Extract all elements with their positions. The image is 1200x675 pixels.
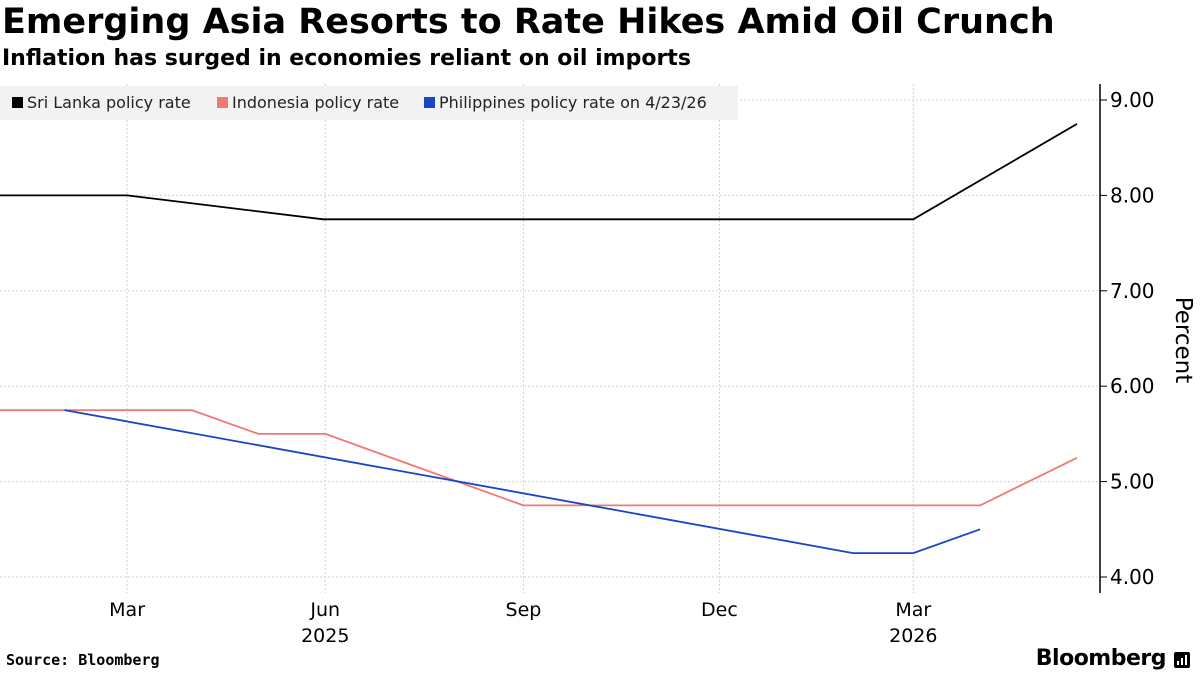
legend-label: Philippines policy rate on 4/23/26 bbox=[439, 93, 707, 112]
bloomberg-terminal-icon bbox=[1174, 652, 1190, 668]
chart-title: Emerging Asia Resorts to Rate Hikes Amid… bbox=[2, 2, 1055, 42]
legend-label: Sri Lanka policy rate bbox=[27, 93, 191, 112]
y-axis-label: Percent bbox=[1170, 297, 1196, 384]
y-tick-label: 7.00 bbox=[1110, 279, 1155, 303]
legend-label: Indonesia policy rate bbox=[232, 93, 399, 112]
brand-logo: Bloomberg bbox=[1035, 646, 1167, 671]
y-tick-label: 9.00 bbox=[1110, 88, 1155, 112]
chart-subtitle: Inflation has surged in economies relian… bbox=[2, 46, 691, 71]
x-tick-label: Jun bbox=[309, 599, 340, 621]
y-tick-label: 5.00 bbox=[1110, 470, 1155, 494]
legend-box bbox=[0, 86, 738, 120]
legend-swatch bbox=[217, 97, 228, 108]
y-tick-label: 4.00 bbox=[1110, 565, 1155, 589]
x-tick-label: Dec bbox=[701, 599, 738, 621]
legend-swatch bbox=[424, 97, 435, 108]
y-tick-label: 8.00 bbox=[1110, 183, 1155, 207]
x-tick-label: Sep bbox=[506, 599, 542, 621]
x-year-label: 2025 bbox=[301, 625, 349, 647]
series-line bbox=[0, 123, 1078, 221]
series-line bbox=[64, 409, 981, 554]
x-year-label: 2026 bbox=[889, 625, 937, 647]
legend-swatch bbox=[12, 97, 23, 108]
source-note: Source: Bloomberg bbox=[6, 651, 160, 669]
x-tick-label: Mar bbox=[895, 599, 931, 621]
series-line bbox=[0, 409, 1078, 507]
x-tick-label: Mar bbox=[109, 599, 145, 621]
y-tick-label: 6.00 bbox=[1110, 374, 1155, 398]
